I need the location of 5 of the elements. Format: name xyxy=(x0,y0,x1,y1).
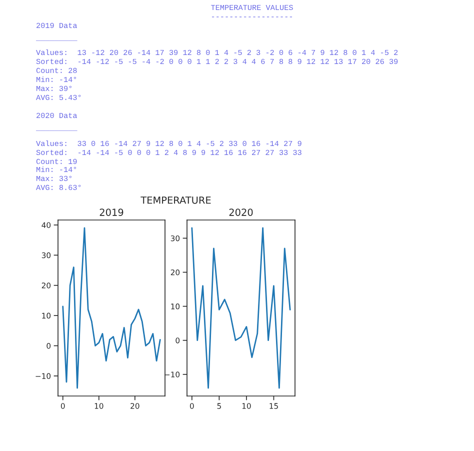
line-series xyxy=(191,227,291,389)
chart-title: 2020 xyxy=(229,208,253,216)
line-series xyxy=(62,227,161,389)
chart-title: 2019 xyxy=(100,208,124,216)
text: TEMPERATURE xyxy=(140,196,211,204)
